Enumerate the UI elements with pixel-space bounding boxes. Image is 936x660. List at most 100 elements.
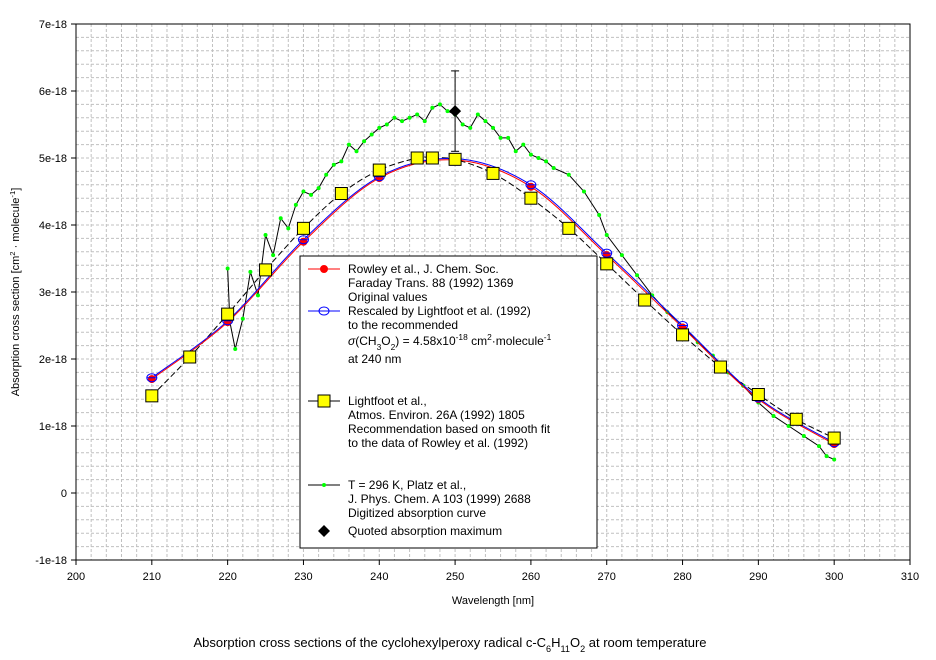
legend-box <box>299 255 598 549</box>
data-point-dot <box>240 316 245 321</box>
data-point-dot <box>801 434 806 439</box>
data-point-square <box>676 328 690 342</box>
data-point-dot <box>650 293 655 298</box>
text-part: O <box>570 635 580 650</box>
legend-text: T = 296 K, Platz et al., <box>348 478 466 492</box>
data-point-dot <box>468 125 473 130</box>
data-point-dot <box>233 346 238 351</box>
data-point-dot <box>331 162 336 167</box>
text-part: (CH <box>355 334 376 348</box>
x-tick-label: 300 <box>825 571 843 583</box>
x-tick-label: 260 <box>522 571 540 583</box>
y-tick-label: 3e-18 <box>39 287 67 299</box>
text-part: at room temperature <box>585 635 706 650</box>
text-part: cm <box>468 334 487 348</box>
data-point-dot <box>528 152 533 157</box>
data-point-dot <box>293 202 298 207</box>
data-point-square <box>789 412 803 426</box>
text-part: σ <box>348 334 356 348</box>
data-point-square <box>317 394 331 408</box>
data-point-dot <box>786 424 791 428</box>
data-point-square <box>183 350 197 364</box>
data-point-dot <box>248 269 253 274</box>
text-part: -1 <box>8 191 17 198</box>
data-point-dot <box>407 115 412 120</box>
data-point-dot <box>324 172 329 177</box>
data-point-dot <box>460 122 465 127</box>
data-point-dot <box>521 142 526 147</box>
data-point-square <box>296 221 310 235</box>
data-point-dot <box>445 109 450 114</box>
legend-text: Original values <box>348 290 427 304</box>
x-tick-label: 210 <box>143 571 161 583</box>
legend-formula: σ(CH3O2) = 4.58x10-18 cm2·molecule-1 <box>348 332 552 352</box>
y-tick-label: 4e-18 <box>39 220 67 232</box>
data-point-dot <box>400 119 405 124</box>
legend-text: J. Phys. Chem. A 103 (1999) 2688 <box>348 492 531 506</box>
text-part: 2 <box>487 332 492 342</box>
y-axis-label: Absorption cross section [cm2 · molecule… <box>8 188 23 397</box>
x-tick-label: 220 <box>218 571 236 583</box>
data-point-square <box>486 166 500 180</box>
data-point-square <box>713 360 727 374</box>
data-point-dot <box>475 112 480 117</box>
data-point-square <box>638 293 652 307</box>
text-part: O <box>381 334 390 348</box>
data-point-dot <box>430 105 435 110</box>
data-point-square <box>827 431 841 445</box>
data-point-square <box>221 307 235 321</box>
legend-text: to the data of Rowley et al. (1992) <box>348 436 528 450</box>
x-tick-label: 280 <box>673 571 691 583</box>
data-point-dot <box>597 212 602 217</box>
data-point-dot <box>604 233 609 238</box>
legend-text: Lightfoot et al., <box>348 394 427 408</box>
data-point-dot <box>354 149 359 154</box>
legend-text: Digitized absorption curve <box>348 506 486 520</box>
data-point-dot <box>225 266 230 271</box>
data-point-square <box>425 151 439 165</box>
data-point-square <box>410 151 424 165</box>
data-point-dot <box>513 149 518 154</box>
text-part: 3 <box>377 342 382 352</box>
data-point-dot <box>437 102 442 107</box>
data-point-dot <box>422 119 427 124</box>
text-part: -1 <box>544 332 552 342</box>
data-point-dot <box>619 253 624 258</box>
data-point-dot <box>316 186 321 191</box>
y-tick-label: 0 <box>61 488 67 500</box>
x-tick-label: 200 <box>67 571 85 583</box>
data-point-dot <box>551 166 556 171</box>
legend: Rowley et al., J. Chem. Soc.Faraday Tran… <box>299 255 598 549</box>
data-point-dot <box>278 216 283 221</box>
text-part: 11 <box>561 644 570 654</box>
data-point-square <box>751 388 765 402</box>
data-point-square <box>562 221 576 235</box>
data-point-dot <box>309 192 314 197</box>
data-point-dot <box>415 112 420 117</box>
data-point-dot <box>566 172 571 177</box>
text-part: H <box>551 635 560 650</box>
data-point-dot <box>263 233 268 238</box>
text-part: Absorption cross section [cm <box>10 256 22 397</box>
data-point-dot <box>665 310 670 315</box>
text-part: · molecule <box>10 198 22 252</box>
text-part: -18 <box>456 332 468 342</box>
legend-text: Recommendation based on smooth fit <box>348 422 551 436</box>
text-part: 2 <box>580 644 585 654</box>
legend-text: at 240 nm <box>348 352 401 366</box>
series-layer <box>145 70 841 462</box>
data-point-dot <box>369 132 374 137</box>
x-tick-label: 240 <box>370 571 388 583</box>
text-part: ·molecule <box>492 334 544 348</box>
data-point-dot <box>377 125 382 130</box>
legend-text: Rowley et al., J. Chem. Soc. <box>348 262 499 276</box>
data-point-dot <box>322 483 326 487</box>
data-point-dot <box>832 457 837 462</box>
data-point-square <box>259 263 273 277</box>
text-part: 2 <box>8 251 17 255</box>
text-part: ] <box>10 188 22 191</box>
data-point-dot <box>817 444 822 449</box>
data-point-square <box>334 187 348 201</box>
x-tick-label: 270 <box>598 571 616 583</box>
x-tick-label: 290 <box>749 571 767 583</box>
